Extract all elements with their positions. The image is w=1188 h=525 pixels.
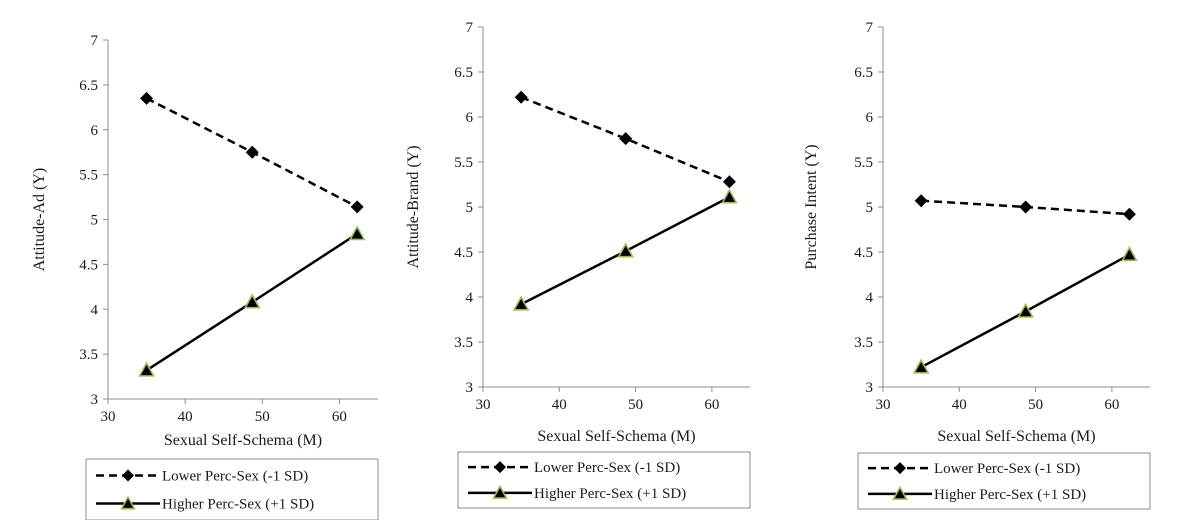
data-point-higher <box>243 293 261 309</box>
y-tick-label: 4.5 <box>454 245 473 261</box>
y-axis-title: Attitude-Brand (Y) <box>405 145 422 268</box>
y-tick-label: 4 <box>91 302 99 318</box>
data-point-higher <box>138 361 155 377</box>
y-tick-label: 3 <box>466 380 474 396</box>
data-point-higher <box>512 295 530 311</box>
y-tick-label: 6 <box>866 110 874 126</box>
y-tick-label: 5.5 <box>854 155 873 171</box>
y-tick-label: 6 <box>466 110 474 126</box>
legend-box <box>85 458 379 521</box>
data-point-higher <box>912 358 930 374</box>
x-axis-title: Sexual Self-Schema (M) <box>937 428 1095 445</box>
legend-label: Lower Perc-Sex (-1 SD) <box>534 460 680 476</box>
legend-marker-triangle <box>120 495 136 510</box>
data-point-lower <box>722 175 736 189</box>
y-tick-label: 4 <box>866 290 874 306</box>
y-tick-label: 5.5 <box>454 155 473 171</box>
data-point-lower <box>1122 207 1136 221</box>
x-tick-label: 50 <box>255 409 270 425</box>
y-tick-label: 5.5 <box>79 168 98 184</box>
legend-label: Higher Perc-Sex (+1 SD) <box>934 487 1086 503</box>
y-tick-label: 5 <box>866 200 874 216</box>
x-axis-title: Sexual Self-Schema (M) <box>537 428 695 445</box>
x-tick-label: 60 <box>332 409 347 425</box>
y-axis-title: Purchase Intent (Y) <box>803 144 820 269</box>
legend-marker-diamond <box>122 469 134 482</box>
y-axis-title: Attitude-Ad (Y) <box>31 168 48 272</box>
legend-label: Higher Perc-Sex (+1 SD) <box>534 486 686 502</box>
x-tick-label: 40 <box>952 397 967 413</box>
data-point-lower <box>350 200 364 214</box>
y-tick-label: 7 <box>866 20 874 36</box>
y-tick-label: 7 <box>91 33 99 49</box>
y-tick-label: 7 <box>466 20 474 36</box>
y-tick-label: 4 <box>466 290 474 306</box>
y-tick-label: 3.5 <box>854 335 873 351</box>
data-point-higher <box>1017 302 1035 318</box>
y-tick-label: 3.5 <box>454 335 473 351</box>
y-tick-label: 4.5 <box>79 257 98 273</box>
data-point-lower <box>245 145 259 159</box>
x-axis-title: Sexual Self-Schema (M) <box>164 432 322 449</box>
data-point-higher <box>348 225 366 241</box>
x-tick-label: 60 <box>704 397 719 413</box>
x-tick-label: 50 <box>628 397 643 413</box>
legend-marker-diamond <box>894 462 906 475</box>
x-tick-label: 40 <box>552 397 567 413</box>
y-tick-label: 6.5 <box>454 65 473 81</box>
data-point-lower <box>619 132 633 146</box>
data-point-lower <box>514 90 528 104</box>
y-tick-label: 3.5 <box>79 347 98 363</box>
legend-label: Higher Perc-Sex (+1 SD) <box>162 497 314 513</box>
y-tick-label: 3 <box>91 392 99 408</box>
x-tick-label: 30 <box>476 397 491 413</box>
y-tick-label: 6.5 <box>854 65 873 81</box>
legend-marker-triangle <box>492 484 508 499</box>
x-tick-label: 60 <box>1104 397 1119 413</box>
data-point-higher <box>721 188 738 204</box>
y-tick-label: 5 <box>91 213 99 229</box>
y-tick-label: 6 <box>91 123 99 139</box>
data-point-lower <box>914 194 928 208</box>
legend-label: Lower Perc-Sex (-1 SD) <box>934 461 1080 477</box>
y-tick-label: 3 <box>866 380 874 396</box>
y-tick-label: 4.5 <box>854 245 873 261</box>
data-point-higher <box>617 242 635 258</box>
x-tick-label: 40 <box>178 409 193 425</box>
legend-marker-diamond <box>494 461 506 474</box>
y-tick-label: 6.5 <box>79 78 98 94</box>
legend-label: Lower Perc-Sex (-1 SD) <box>162 468 308 484</box>
legend-marker-triangle <box>892 485 908 500</box>
data-point-lower <box>140 91 154 105</box>
data-point-higher <box>1121 246 1138 262</box>
y-tick-label: 5 <box>466 200 474 216</box>
series-line-lower <box>520 96 730 183</box>
x-tick-label: 30 <box>101 409 116 425</box>
data-point-lower <box>1019 200 1033 214</box>
x-tick-label: 50 <box>1028 397 1043 413</box>
x-tick-label: 30 <box>876 397 891 413</box>
